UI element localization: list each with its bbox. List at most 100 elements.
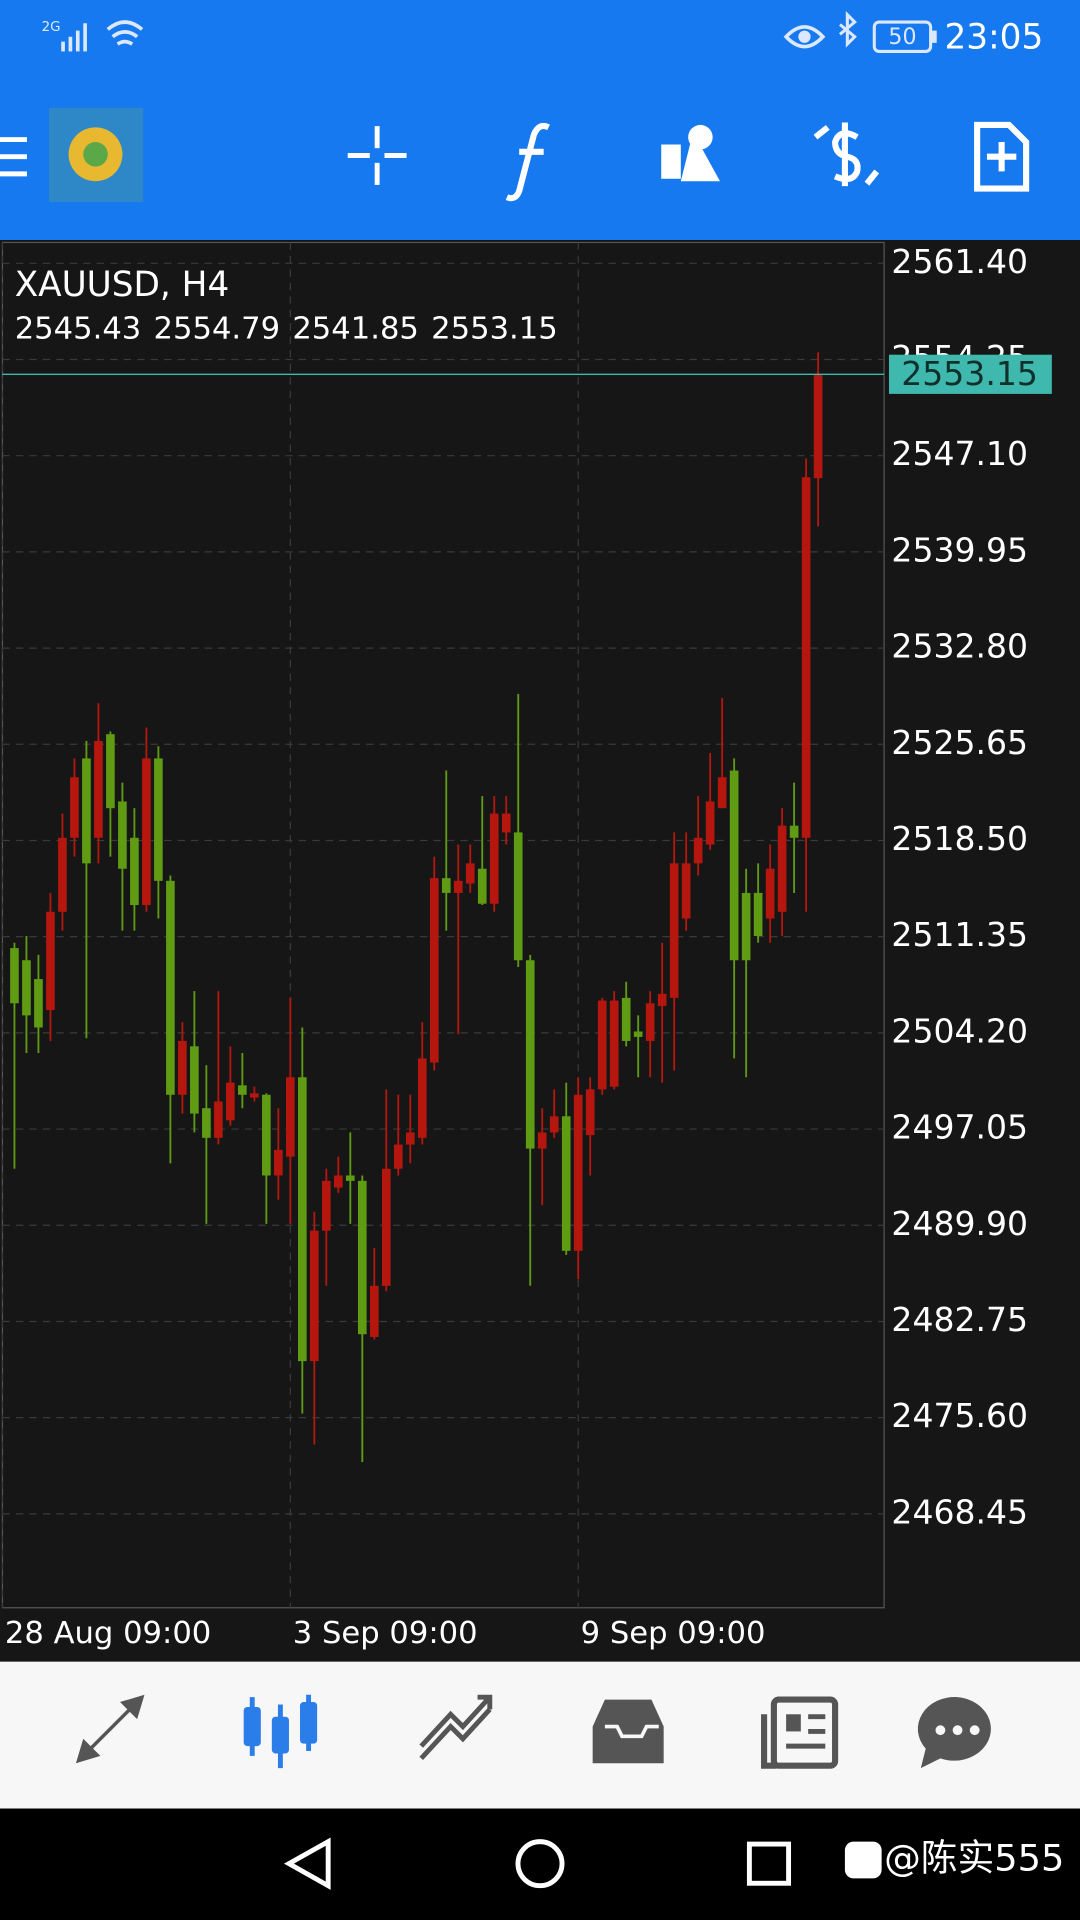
candle-body [501, 813, 511, 833]
candle-body [453, 880, 463, 893]
price-label: 2553.15 [901, 354, 1038, 393]
candle-body [381, 1168, 391, 1286]
candle-body [585, 1089, 595, 1136]
candle-body [142, 758, 151, 906]
candle-body [94, 740, 103, 838]
candle-body [250, 1093, 259, 1098]
candle-body [441, 878, 451, 893]
candle-body [369, 1285, 379, 1337]
candle-body [813, 374, 823, 479]
candle-body [333, 1175, 343, 1188]
candle-body [274, 1149, 283, 1176]
candle-body [238, 1085, 247, 1095]
watermark-logo [844, 1841, 882, 1879]
candle-body [681, 863, 691, 919]
wifi-icon [106, 20, 144, 46]
y-tick-label: 2511.35 [891, 915, 1028, 954]
y-tick-label: 2468.45 [891, 1492, 1028, 1531]
x-tick-label: 28 Aug 09:00 [5, 1616, 211, 1651]
app-logo-center [83, 142, 108, 167]
news-tab[interactable] [761, 1696, 839, 1769]
candle-body [345, 1175, 355, 1181]
candle-body [597, 1000, 607, 1090]
candle-body [741, 892, 751, 961]
candle-body [118, 801, 127, 869]
candle-body [10, 948, 19, 1004]
candle-body [513, 832, 523, 961]
candle-body [717, 777, 727, 809]
candle-body [525, 960, 535, 1149]
y-tick-label: 2482.75 [891, 1300, 1028, 1339]
objects-button[interactable] [661, 124, 720, 182]
back-button[interactable] [283, 1837, 331, 1890]
quotes-tab[interactable] [75, 1694, 145, 1764]
candle-body [46, 911, 55, 1010]
battery-level: 50 [888, 25, 916, 50]
ohlc-close: 2553.15 [431, 311, 558, 346]
bottom-nav [0, 1661, 1080, 1809]
ohlc-readout: 2545.43 2554.79 2541.85 2553.15 [15, 311, 558, 346]
candle-body [405, 1132, 415, 1145]
candle-body [34, 979, 43, 1028]
candle-body [70, 777, 79, 838]
candle-body [645, 1003, 655, 1041]
candle-body [753, 892, 763, 936]
crosshair-button[interactable] [347, 126, 407, 185]
y-tick-label: 2525.65 [891, 723, 1028, 762]
candle-body [58, 837, 67, 912]
candle-body [489, 813, 499, 904]
y-tick-label: 2539.95 [891, 530, 1028, 569]
new-order-button[interactable] [974, 121, 1030, 192]
trade-tab[interactable] [419, 1694, 493, 1761]
candle-body [621, 997, 631, 1041]
candle-body [549, 1116, 559, 1133]
y-tick-label: 2518.50 [891, 819, 1028, 858]
chart: 28 Aug 09:00 3 Sep 09:00 9 Sep 09:00 2561.4… [1, 242, 1052, 1651]
chart-title: XAUUSD, H4 [15, 265, 230, 305]
candle-body [321, 1180, 331, 1231]
candle-body [357, 1180, 367, 1335]
eye-icon [783, 25, 826, 49]
y-tick-label: 2497.05 [891, 1108, 1028, 1147]
y-tick-label: 2489.90 [891, 1204, 1028, 1243]
recents-button[interactable] [746, 1841, 792, 1886]
y-tick-label: 2532.80 [891, 627, 1028, 666]
x-tick-label: 3 Sep 09:00 [293, 1616, 478, 1651]
y-tick-label: 2504.20 [891, 1011, 1028, 1050]
menu-button[interactable] [0, 137, 27, 177]
watermark: @陈实555 [884, 1837, 1064, 1880]
candle-body [705, 801, 715, 845]
candle-body [286, 1077, 295, 1157]
candle-body [777, 825, 787, 912]
candle-body [561, 1116, 571, 1251]
candle-body [693, 837, 703, 864]
candle-body [226, 1082, 235, 1121]
candle-body [262, 1094, 271, 1176]
candle-body [298, 1077, 307, 1362]
history-tab[interactable] [592, 1699, 664, 1764]
y-tick-label: 2561.40 [891, 242, 1028, 281]
candle-body [154, 758, 163, 881]
candle-body [609, 1000, 619, 1087]
candle-body [106, 734, 115, 809]
chart-background [0, 240, 1080, 1662]
candle-body [166, 880, 175, 1095]
candle-body [729, 770, 739, 961]
candle-body [214, 1101, 223, 1138]
chat-tab[interactable] [917, 1697, 991, 1769]
price-label-box [888, 354, 1052, 394]
candle-body [801, 477, 811, 838]
candle-body [789, 825, 799, 838]
candle-body [130, 837, 139, 906]
indicator-button[interactable] [505, 122, 550, 202]
system-nav [0, 1808, 1080, 1920]
battery-tip [931, 30, 937, 43]
bluetooth-icon [839, 10, 857, 48]
top-bar [0, 0, 1080, 240]
home-button[interactable] [515, 1839, 565, 1889]
chart-tab[interactable] [243, 1694, 318, 1769]
eye-pupil [798, 30, 811, 43]
trade-button[interactable] [813, 122, 880, 187]
candle-body [669, 863, 679, 998]
